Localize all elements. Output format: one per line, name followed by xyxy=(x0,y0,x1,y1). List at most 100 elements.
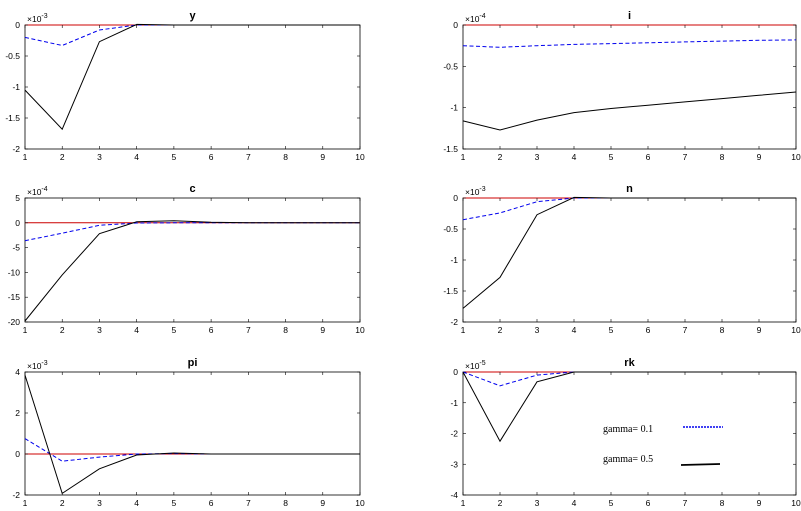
y-tick-label: -3 xyxy=(450,459,458,469)
series-line-dashed xyxy=(24,438,360,462)
x-tick-label: 6 xyxy=(209,152,214,162)
x-tick-label: 5 xyxy=(609,152,614,162)
x-tick-label: 6 xyxy=(209,498,214,508)
x-tick-label: 3 xyxy=(97,325,102,335)
x-tick-label: 7 xyxy=(683,152,688,162)
plot-frame xyxy=(24,24,361,150)
x-tick-label: 4 xyxy=(572,152,577,162)
x-tick-label: 6 xyxy=(646,152,651,162)
x-tick-label: 9 xyxy=(320,498,325,508)
axis-exponent: ×10-3 xyxy=(27,13,48,24)
panel-title: y xyxy=(189,10,196,22)
y-tick-label: -15 xyxy=(8,292,21,302)
panel-title: pi xyxy=(188,357,198,369)
plot-frame xyxy=(462,197,797,323)
y-tick-label: 5 xyxy=(15,193,20,203)
y-tick-label: -10 xyxy=(8,267,21,277)
y-tick-label: 0 xyxy=(453,193,458,203)
x-tick-label: 8 xyxy=(720,152,725,162)
legend-label: gamma= 0.1 xyxy=(603,424,653,435)
x-tick-label: 7 xyxy=(683,498,688,508)
x-tick-label: 9 xyxy=(320,152,325,162)
x-tick-label: 9 xyxy=(757,498,762,508)
series-line-dashed xyxy=(462,39,797,48)
x-tick-label: 1 xyxy=(23,325,28,335)
plot-frame xyxy=(462,371,797,496)
x-tick-label: 4 xyxy=(572,498,577,508)
x-tick-label: 2 xyxy=(498,325,503,335)
plot-frame xyxy=(24,197,361,323)
y-tick-label: -0.5 xyxy=(443,61,458,71)
x-tick-label: 5 xyxy=(172,498,177,508)
x-tick-label: 1 xyxy=(461,498,466,508)
panel-n: 1 2 3 4 5 6 7 8 9 10 0 -0.5 -1 -1.5 -2 ×10-3 n xyxy=(443,183,801,335)
legend: gamma= 0.1 gamma= 0.5 xyxy=(603,424,723,466)
axis-exponent: ×10-4 xyxy=(27,186,48,197)
x-tick-label: 7 xyxy=(246,325,251,335)
x-tick-label: 8 xyxy=(720,325,725,335)
x-tick-label: 3 xyxy=(97,152,102,162)
y-tick-label: -1 xyxy=(450,103,458,113)
x-tick-label: 8 xyxy=(720,498,725,508)
series-line-solid xyxy=(462,371,796,443)
x-tick-label: 1 xyxy=(461,325,466,335)
axis-exponent: ×10-3 xyxy=(27,360,48,371)
x-tick-label: 3 xyxy=(535,498,540,508)
y-tick-label: 0 xyxy=(15,20,20,30)
axis-exponent: ×10-4 xyxy=(465,13,486,24)
series-line-solid xyxy=(462,196,796,309)
y-tick-label: -1 xyxy=(450,255,458,265)
series-line-solid xyxy=(24,23,360,131)
axis-exponent-power: -3 xyxy=(479,186,485,193)
panel-title: c xyxy=(189,183,195,195)
x-tick-label: 6 xyxy=(209,325,214,335)
panel-pi: 1 2 3 4 5 6 7 8 9 10 4 2 0 -2 ×10-3 pi xyxy=(12,357,365,508)
x-tick-label: 4 xyxy=(572,325,577,335)
y-tick-label: -2 xyxy=(12,490,20,500)
y-tick-label: 4 xyxy=(15,367,20,377)
y-tick-label: -0.5 xyxy=(443,224,458,234)
x-tick-label: 6 xyxy=(646,498,651,508)
x-tick-label: 1 xyxy=(23,498,28,508)
x-tick-label: 4 xyxy=(134,325,139,335)
y-tick-label: -4 xyxy=(450,490,458,500)
x-tick-label: 2 xyxy=(60,498,65,508)
x-tick-label: 10 xyxy=(355,152,365,162)
x-tick-label: 2 xyxy=(60,152,65,162)
x-tick-label: 7 xyxy=(246,498,251,508)
x-tick-label: 10 xyxy=(791,152,801,162)
x-tick-label: 3 xyxy=(97,498,102,508)
x-tick-label: 4 xyxy=(134,498,139,508)
x-tick-label: 4 xyxy=(134,152,139,162)
y-tick-label: -1 xyxy=(450,398,458,408)
x-tick-label: 10 xyxy=(355,325,365,335)
x-tick-label: 7 xyxy=(683,325,688,335)
panel-i: 1 2 3 4 5 6 7 8 9 10 0 -0.5 -1 -1.5 ×10-4 i xyxy=(443,10,801,162)
y-tick-label: -5 xyxy=(12,243,20,253)
x-tick-label: 9 xyxy=(757,325,762,335)
x-tick-label: 8 xyxy=(283,152,288,162)
x-tick-label: 7 xyxy=(246,152,251,162)
x-tick-label: 6 xyxy=(646,325,651,335)
x-tick-label: 2 xyxy=(60,325,65,335)
panel-y: 1 2 3 4 5 6 7 8 9 10 0 -0.5 -1 -1.5 -2 ×10-3 y xyxy=(5,10,365,162)
x-tick-label: 2 xyxy=(498,152,503,162)
x-tick-label: 5 xyxy=(172,325,177,335)
y-tick-label: -2 xyxy=(450,429,458,439)
series-line-solid xyxy=(24,220,360,322)
plot-frame xyxy=(24,371,361,496)
y-tick-label: 0 xyxy=(453,367,458,377)
x-tick-label: 3 xyxy=(535,325,540,335)
y-tick-label: 0 xyxy=(453,20,458,30)
y-tick-label: -2 xyxy=(12,144,20,154)
x-tick-label: 5 xyxy=(609,325,614,335)
x-tick-label: 10 xyxy=(355,498,365,508)
legend-label: gamma= 0.5 xyxy=(603,454,653,465)
y-tick-label: -1.5 xyxy=(443,144,458,154)
legend-swatch-solid xyxy=(680,463,721,466)
x-tick-label: 8 xyxy=(283,498,288,508)
x-tick-label: 1 xyxy=(461,152,466,162)
axis-exponent: ×10-5 xyxy=(465,360,486,371)
axis-exponent-power: -5 xyxy=(479,360,485,367)
y-tick-label: -1.5 xyxy=(443,286,458,296)
